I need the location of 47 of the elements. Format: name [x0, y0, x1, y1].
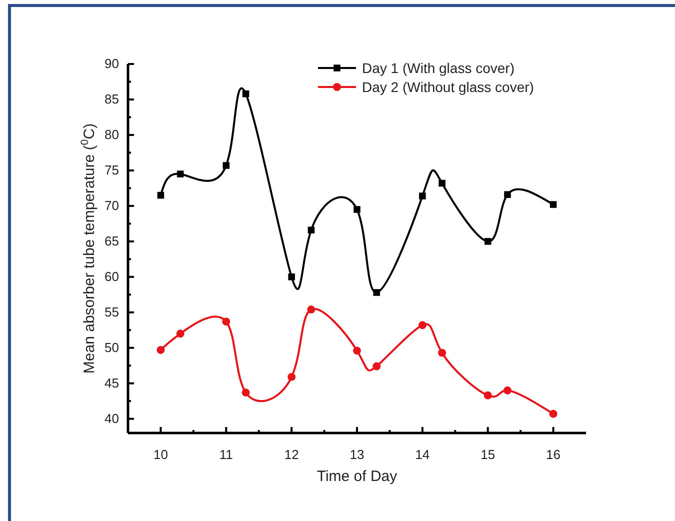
point — [504, 191, 511, 198]
legend-label: Day 1 (With glass cover) — [362, 60, 514, 76]
point — [222, 162, 230, 169]
y-tick-label: 90 — [104, 56, 119, 72]
point — [550, 201, 557, 208]
point — [353, 346, 361, 355]
x-tick-label: 10 — [153, 446, 168, 462]
point — [503, 386, 512, 394]
point — [438, 180, 446, 187]
point — [242, 388, 250, 397]
point — [176, 170, 184, 178]
x-axis-title: Time of Day — [316, 468, 398, 485]
point — [418, 321, 426, 330]
x-tick-label: 15 — [480, 446, 496, 462]
x-tick-label: 13 — [350, 446, 364, 462]
point — [549, 410, 558, 418]
point — [307, 306, 316, 314]
x-tick-label: 12 — [284, 446, 299, 462]
point — [419, 192, 426, 200]
x-tick-label: 14 — [415, 446, 430, 462]
point — [222, 318, 230, 326]
point — [308, 226, 315, 234]
point — [484, 238, 492, 245]
point — [484, 391, 492, 400]
x-tick-label: 11 — [219, 446, 233, 462]
y-tick-label: 40 — [104, 410, 119, 426]
point — [288, 273, 295, 280]
y-tick-label: 60 — [104, 269, 119, 284]
y-tick-label: 65 — [104, 234, 119, 249]
point — [372, 362, 381, 370]
point — [373, 289, 380, 296]
y-tick-label: 50 — [104, 340, 119, 356]
point — [438, 348, 446, 357]
legend-label: Day 2 (Without glass cover) — [362, 79, 534, 95]
point — [242, 90, 250, 98]
y-tick-label: 45 — [104, 375, 119, 390]
point — [354, 206, 360, 213]
y-tick-label: 55 — [104, 304, 119, 320]
point — [288, 372, 296, 381]
y-tick-label: 85 — [104, 92, 119, 107]
point — [156, 346, 165, 354]
x-tick-label: 16 — [546, 446, 561, 462]
point — [157, 192, 164, 199]
y-tick-label: 80 — [104, 127, 119, 142]
y-tick-label: 75 — [104, 162, 119, 178]
y-tick-label: 70 — [104, 198, 119, 214]
point — [176, 330, 184, 338]
